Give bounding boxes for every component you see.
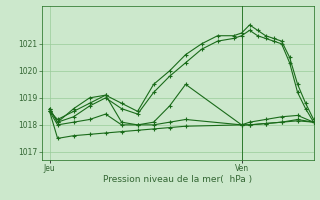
X-axis label: Pression niveau de la mer(  hPa ): Pression niveau de la mer( hPa ) (103, 175, 252, 184)
